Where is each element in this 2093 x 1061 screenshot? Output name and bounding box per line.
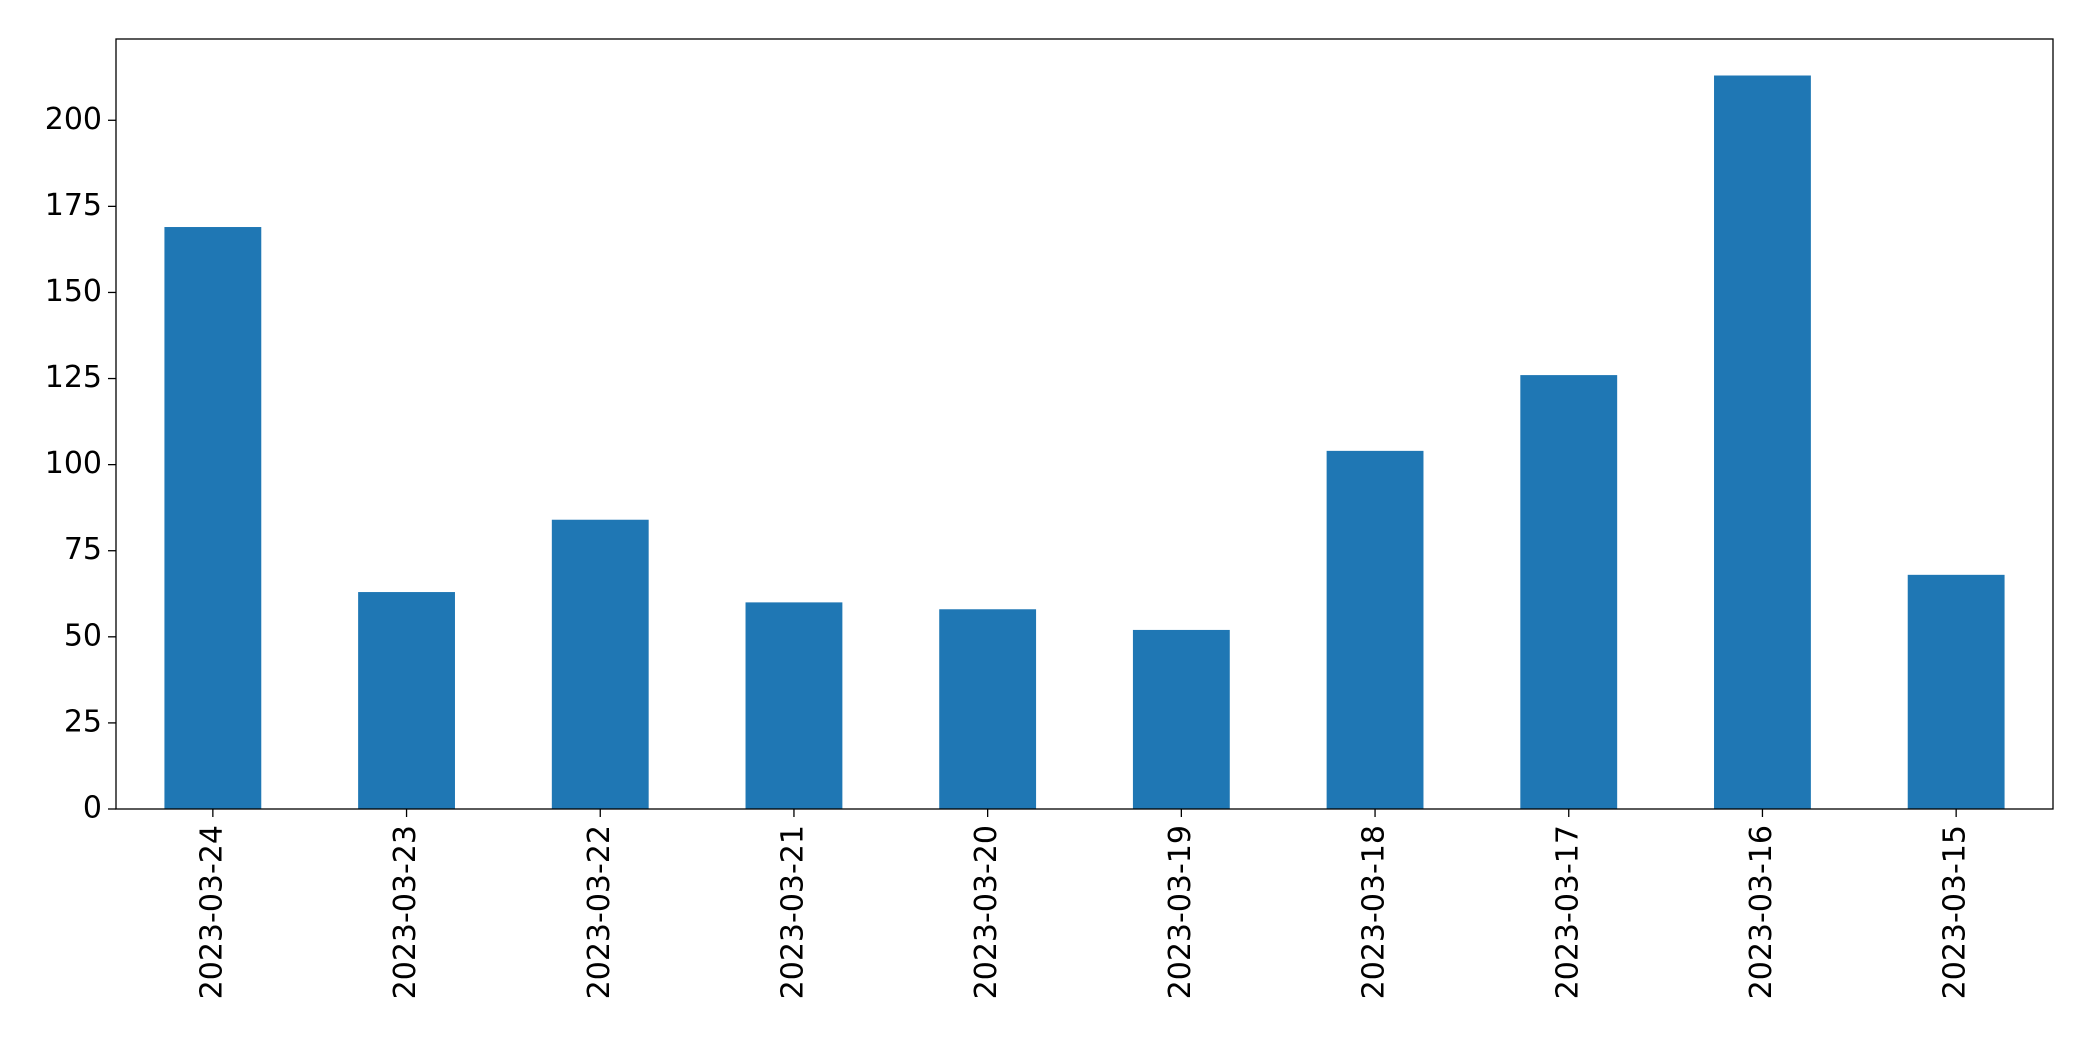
y-tick-label: 75 <box>64 532 102 567</box>
x-tick-label: 2023-03-20 <box>969 825 1004 999</box>
plot-frame <box>115 38 2054 810</box>
bar <box>1907 574 2005 809</box>
bar <box>1520 375 1618 809</box>
x-tick-label: 2023-03-21 <box>775 825 810 999</box>
x-tick-label: 2023-03-16 <box>1744 825 1779 999</box>
bar <box>745 602 843 809</box>
bar <box>1132 629 1230 809</box>
x-tick-label: 2023-03-24 <box>194 825 229 999</box>
y-tick-label: 150 <box>45 274 102 309</box>
x-tick-label: 2023-03-22 <box>582 825 617 999</box>
y-tick-label: 100 <box>45 446 102 481</box>
bar <box>1714 75 1811 809</box>
x-tick-label: 2023-03-19 <box>1163 825 1198 999</box>
y-tick-label: 125 <box>45 360 102 395</box>
x-tick-label: 2023-03-23 <box>388 825 423 999</box>
bar <box>1326 450 1424 809</box>
y-tick-label: 50 <box>64 618 102 653</box>
x-tick-label: 2023-03-15 <box>1938 825 1973 999</box>
y-tick-label: 200 <box>45 102 102 137</box>
y-tick-label: 0 <box>83 791 102 826</box>
bar <box>939 609 1037 809</box>
bar <box>358 592 455 809</box>
x-tick-label: 2023-03-17 <box>1550 825 1585 999</box>
y-tick-label: 25 <box>64 704 102 739</box>
bar <box>551 519 649 809</box>
bar <box>164 227 262 809</box>
x-tick-label: 2023-03-18 <box>1357 825 1392 999</box>
y-tick-label: 175 <box>45 188 102 223</box>
